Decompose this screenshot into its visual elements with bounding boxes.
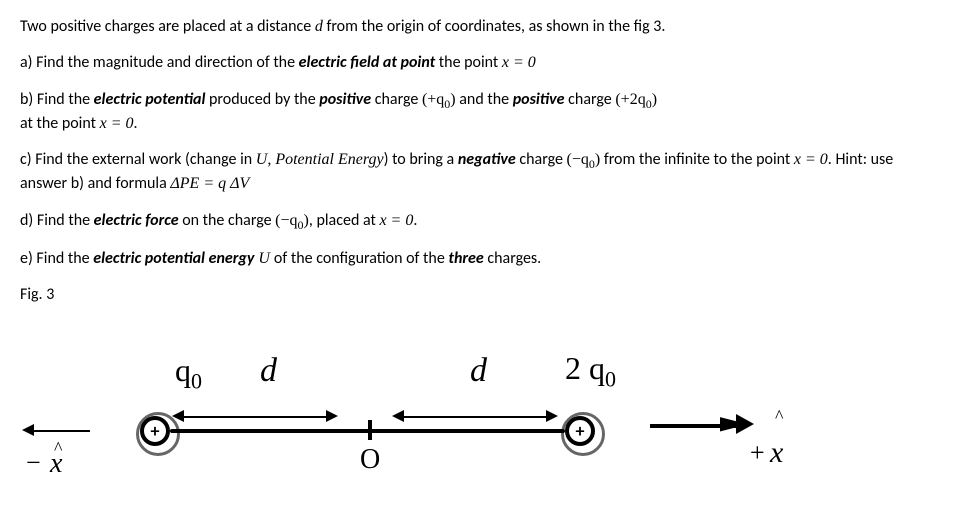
part-b: b) Find the electric potential produced … bbox=[20, 89, 933, 135]
origin-tick bbox=[368, 420, 372, 440]
d-left-arrow-rhead-icon bbox=[326, 410, 338, 422]
d-end: . bbox=[413, 211, 417, 230]
b-emph1: electric potential bbox=[94, 90, 206, 109]
figure-label: Fig. 3 bbox=[20, 284, 933, 306]
charge-2q0-scribble bbox=[561, 412, 605, 456]
d-left-label: d bbox=[260, 352, 277, 390]
b-line2eq: x = 0 bbox=[100, 115, 134, 132]
c-dpe: ΔPE = q ΔV bbox=[170, 175, 249, 192]
d-left-arrow-line bbox=[180, 416, 330, 418]
b-mid3: and the bbox=[456, 90, 513, 109]
c-emph: negative bbox=[458, 150, 516, 169]
b-emph3: positive bbox=[513, 90, 565, 109]
c-lead: c) Find the external work (change in bbox=[20, 150, 256, 169]
d-left-arrow-lhead-icon bbox=[172, 410, 184, 422]
d-right-arrow-lhead-icon bbox=[392, 410, 404, 422]
c-mid3: from the infinite to the point bbox=[600, 150, 794, 169]
intro-post: from the origin of coordinates, as shown… bbox=[323, 17, 666, 36]
neg-x-axis-segment bbox=[30, 430, 90, 432]
d-right-arrow-line bbox=[400, 416, 550, 418]
c-eq: x = 0 bbox=[794, 151, 828, 168]
e-end: charges. bbox=[484, 249, 541, 268]
two-q0-label-b: 0 bbox=[605, 367, 616, 392]
b-line2a: at the point bbox=[20, 114, 100, 133]
d-eq: x = 0 bbox=[379, 212, 413, 229]
c-upe: U, Potential Energy bbox=[256, 151, 384, 168]
part-d: d) Find the electric force on the charge… bbox=[20, 210, 933, 234]
origin-label: O bbox=[360, 444, 380, 476]
b-mid4: charge bbox=[565, 90, 616, 109]
b-line2b: . bbox=[134, 114, 138, 133]
b-mid2: charge bbox=[371, 90, 422, 109]
neg-x-hat-minus: − bbox=[26, 448, 41, 478]
neg-x-arrowhead-icon bbox=[22, 424, 34, 436]
b-q1a: (+q bbox=[422, 91, 444, 108]
a-emph: electric field at point bbox=[299, 53, 436, 72]
intro-text: Two positive charges are placed at a dis… bbox=[20, 16, 933, 38]
d-right-arrow-rhead-icon bbox=[546, 410, 558, 422]
d-mid2: , placed at bbox=[309, 211, 380, 230]
e-u: U bbox=[254, 250, 274, 267]
a-eq: x = 0 bbox=[502, 54, 536, 71]
d-lead: d) Find the bbox=[20, 211, 94, 230]
intro-pre: Two positive charges are placed at a dis… bbox=[20, 17, 315, 36]
d-right-label: d bbox=[470, 352, 487, 390]
pos-x-x: x bbox=[770, 436, 783, 470]
part-c: c) Find the external work (change in U, … bbox=[20, 149, 933, 195]
neg-x-hat-x: x bbox=[50, 448, 62, 480]
two-q0-label-a: 2 q bbox=[565, 350, 605, 386]
d-mid1: on the charge bbox=[179, 211, 276, 230]
part-e: e) Find the electric potential energy U … bbox=[20, 248, 933, 270]
pos-x-plus: + bbox=[750, 438, 765, 468]
c-mid1: ) to bring a bbox=[384, 150, 458, 169]
two-q0-label: 2 q0 bbox=[565, 350, 616, 392]
e-lead: e) Find the bbox=[20, 249, 93, 268]
d-qa: (−q bbox=[275, 212, 297, 229]
e-emph2: three bbox=[448, 249, 483, 268]
c-mid2: charge bbox=[516, 150, 567, 169]
q0-label: q0 bbox=[175, 352, 202, 394]
figure-3-diagram: ^ − x + q0 d O d + 2 q0 ^ + x bbox=[20, 320, 840, 500]
q0-label-q: q bbox=[175, 352, 191, 388]
pos-x-hat: ^ bbox=[775, 406, 783, 427]
intro-d: d bbox=[315, 18, 323, 35]
b-lead: b) Find the bbox=[20, 90, 94, 109]
part-a: a) Find the magnitude and direction of t… bbox=[20, 52, 933, 74]
q0-label-sub: 0 bbox=[191, 369, 202, 394]
a-mid: the point bbox=[435, 53, 502, 72]
a-lead: a) Find the magnitude and direction of t… bbox=[20, 53, 299, 72]
e-emph1: electric potential energy bbox=[93, 249, 254, 268]
e-mid: of the configuration of the bbox=[274, 249, 449, 268]
b-q2b: ) bbox=[652, 91, 657, 108]
d-emph: electric force bbox=[94, 211, 179, 230]
b-mid1: produced by the bbox=[205, 90, 319, 109]
c-qa: (−q bbox=[567, 151, 589, 168]
b-emph2: positive bbox=[319, 90, 371, 109]
b-q2a: (+2q bbox=[615, 91, 645, 108]
